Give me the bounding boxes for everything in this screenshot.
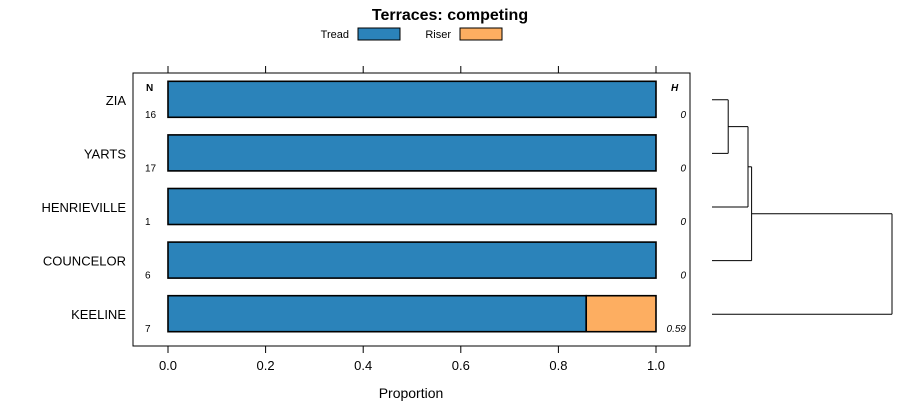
n-value: 1	[145, 217, 151, 228]
legend-label-tread: Tread	[321, 29, 349, 41]
bar-keeline-tread	[167, 294, 588, 333]
bar-henrieville-tread	[167, 187, 657, 226]
h-column-header: H	[671, 83, 679, 94]
legend-swatch-riser	[459, 27, 503, 41]
chart-title: Terraces: competing	[372, 7, 528, 24]
ticks-group: 0.0 0.2 0.4 0.6 0.8 1.0	[159, 66, 665, 373]
n-value: 17	[145, 163, 157, 174]
x-tick-label: 0.4	[354, 358, 372, 373]
x-tick-label: 1.0	[647, 358, 665, 373]
category-label: COUNCELOR	[43, 254, 126, 269]
category-label: ZIA	[106, 93, 127, 108]
category-label: HENRIEVILLE	[41, 200, 126, 215]
bar-councelor-tread	[167, 241, 657, 279]
dendrogram	[712, 99, 893, 315]
legend-swatch-tread	[357, 27, 401, 41]
bars-group	[167, 80, 657, 333]
bar-yarts-tread	[167, 134, 657, 172]
n-value: 7	[145, 324, 151, 335]
legend-label-riser: Riser	[425, 29, 451, 41]
h-value: 0	[680, 217, 686, 228]
n-column-header: N	[146, 83, 153, 94]
category-label: YARTS	[84, 146, 126, 161]
x-tick-label: 0.2	[257, 358, 275, 373]
x-tick-label: 0.8	[549, 358, 567, 373]
bar-zia-tread	[167, 80, 657, 119]
h-value: 0	[680, 271, 686, 282]
legend: Tread Riser	[321, 27, 503, 41]
x-tick-label: 0.0	[159, 358, 177, 373]
n-value: 16	[145, 110, 157, 121]
h-value: 0	[680, 110, 686, 121]
n-value: 6	[145, 271, 151, 282]
category-label: KEELINE	[71, 307, 126, 322]
plot-frame	[132, 72, 691, 347]
row-labels-group: ZIA 16 0 YARTS 17 0 HENRIEVILLE 1 0 COUNCELOR 6 0 KE…	[41, 93, 686, 335]
x-tick-label: 0.6	[452, 358, 470, 373]
h-value: 0.59	[667, 324, 687, 335]
x-axis-label: Proportion	[379, 385, 444, 401]
h-value: 0	[680, 163, 686, 174]
bar-keeline-riser	[585, 294, 657, 333]
